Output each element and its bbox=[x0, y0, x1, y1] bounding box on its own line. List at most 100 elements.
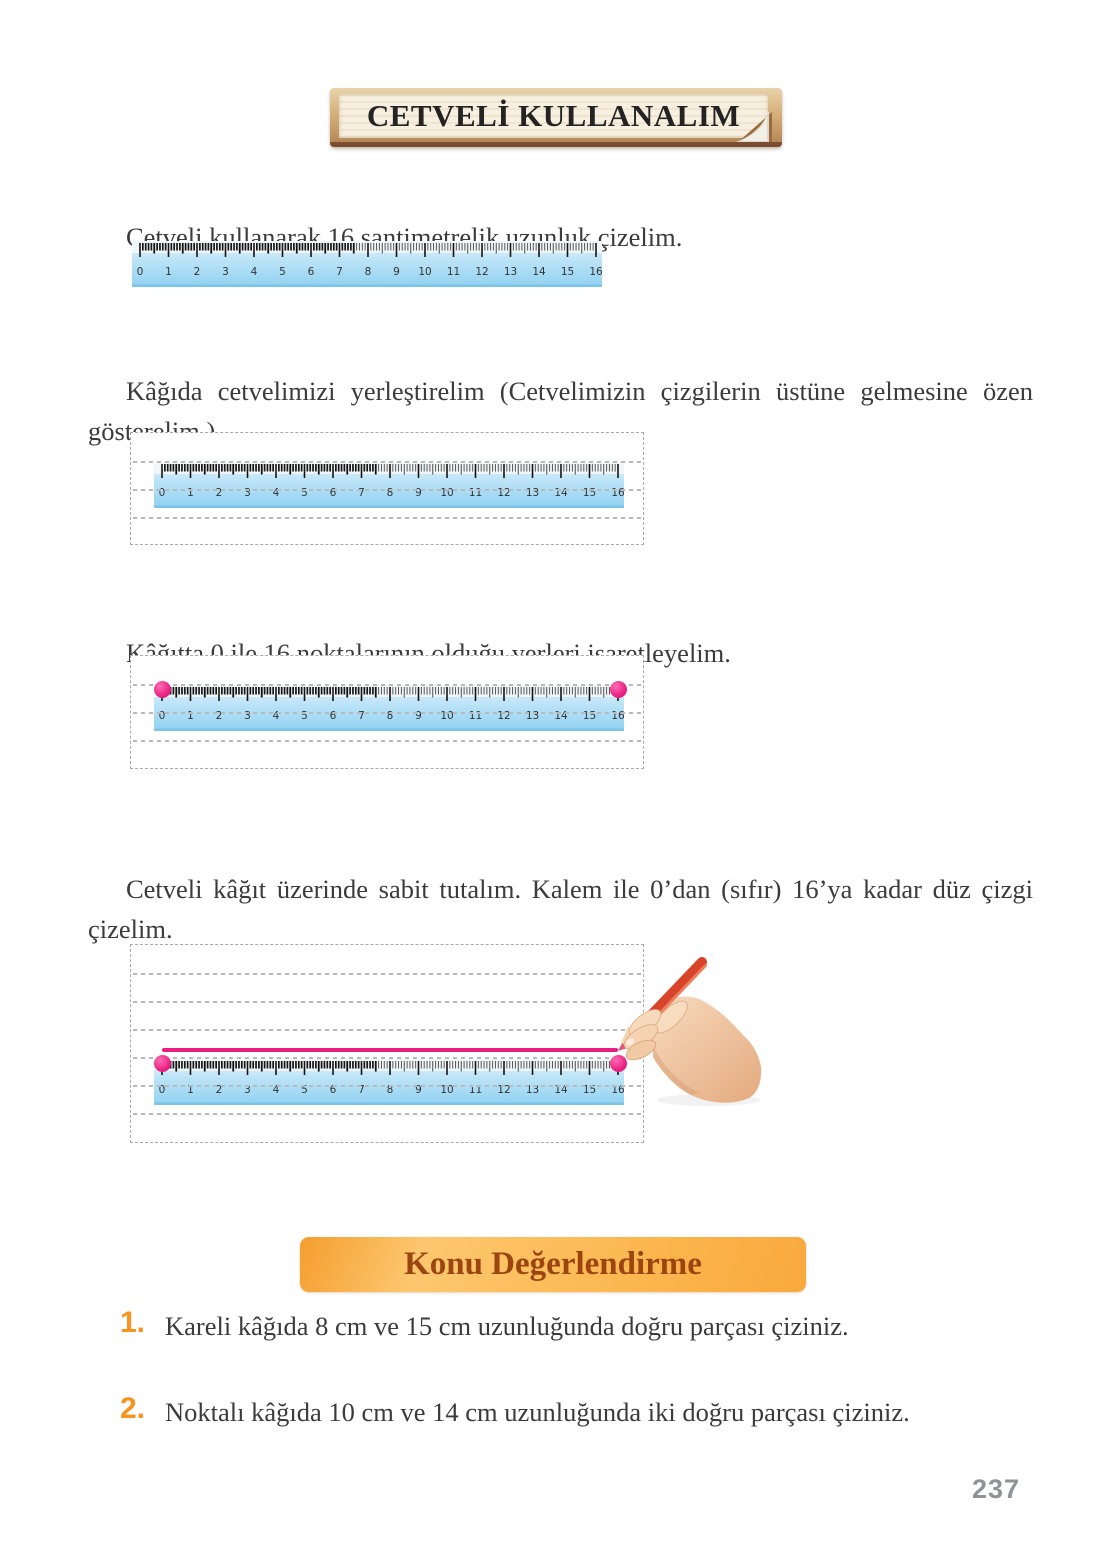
mark-dot-16 bbox=[609, 680, 627, 698]
assessment-item-2: 2. Noktalı kâğıda 10 cm ve 14 cm uzunluğ… bbox=[120, 1392, 1032, 1430]
svg-text:13: 13 bbox=[526, 1084, 539, 1096]
notebook-rule-line bbox=[133, 461, 641, 463]
svg-text:9: 9 bbox=[415, 487, 422, 499]
svg-text:4: 4 bbox=[251, 266, 258, 278]
svg-text:6: 6 bbox=[330, 487, 337, 499]
mark-dot-0 bbox=[153, 1054, 171, 1072]
title-banner-panel: CETVELİ KULLANALIM bbox=[339, 94, 768, 138]
item-text: Noktalı kâğıda 10 cm ve 14 cm uzunluğund… bbox=[165, 1397, 910, 1427]
ruler-illustration: 0 1 2 3 4 5 6 7 8 9 10 11 12 13 14 15 16 bbox=[154, 685, 625, 731]
svg-text:11: 11 bbox=[447, 266, 460, 278]
svg-text:0: 0 bbox=[159, 487, 166, 499]
notebook-rule-line bbox=[133, 489, 641, 491]
svg-text:8: 8 bbox=[387, 487, 394, 499]
svg-text:6: 6 bbox=[308, 266, 315, 278]
notebook-rule-line bbox=[133, 712, 641, 714]
notebook-box-line-drawn: 0 1 2 3 4 5 6 7 8 9 10 11 12 13 14 15 16 bbox=[130, 944, 762, 1143]
svg-text:16: 16 bbox=[611, 1084, 624, 1096]
svg-text:3: 3 bbox=[244, 487, 251, 499]
svg-text:7: 7 bbox=[358, 487, 365, 499]
svg-text:8: 8 bbox=[387, 1084, 394, 1096]
svg-text:7: 7 bbox=[358, 710, 365, 722]
svg-text:6: 6 bbox=[330, 710, 337, 722]
svg-text:0: 0 bbox=[137, 266, 144, 278]
notebook-rule-line bbox=[133, 1085, 641, 1087]
svg-text:4: 4 bbox=[273, 710, 280, 722]
svg-text:6: 6 bbox=[330, 1084, 337, 1096]
svg-text:11: 11 bbox=[469, 1084, 482, 1096]
ruler-svg: 0 1 2 3 4 5 6 7 8 9 10 11 12 13 14 15 16 bbox=[154, 462, 625, 508]
svg-text:8: 8 bbox=[387, 710, 394, 722]
svg-text:10: 10 bbox=[418, 266, 431, 278]
svg-text:15: 15 bbox=[561, 266, 574, 278]
ruler-illustration: 0 1 2 3 4 5 6 7 8 9 10 11 12 13 14 15 16 bbox=[154, 1059, 625, 1105]
svg-text:3: 3 bbox=[244, 1084, 251, 1096]
notebook-rule-line bbox=[133, 1029, 641, 1031]
svg-text:0: 0 bbox=[159, 1084, 166, 1096]
page-number: 237 bbox=[972, 1474, 1021, 1504]
assessment-item-1: 1. Kareli kâğıda 8 cm ve 15 cm uzunluğun… bbox=[120, 1306, 1032, 1344]
drawn-pink-line bbox=[162, 1047, 618, 1052]
hand-pencil-svg bbox=[618, 957, 762, 1106]
ruler-svg: 0 1 2 3 4 5 6 7 8 9 10 11 12 13 14 15 16 bbox=[132, 241, 603, 287]
svg-text:13: 13 bbox=[504, 266, 517, 278]
svg-text:9: 9 bbox=[415, 710, 422, 722]
item-text: Kareli kâğıda 8 cm ve 15 cm uzunluğunda … bbox=[165, 1311, 849, 1341]
svg-text:4: 4 bbox=[273, 487, 280, 499]
page-curl-icon bbox=[736, 110, 772, 142]
svg-text:1: 1 bbox=[187, 710, 194, 722]
svg-text:2: 2 bbox=[216, 710, 223, 722]
svg-text:3: 3 bbox=[222, 266, 229, 278]
svg-text:5: 5 bbox=[301, 710, 308, 722]
svg-text:14: 14 bbox=[554, 1084, 568, 1096]
step-2-text: Kâğıda cetvelimizi yerleştirelim (Cetvel… bbox=[88, 375, 1033, 446]
ruler-svg: 0 1 2 3 4 5 6 7 8 9 10 11 12 13 14 15 16 bbox=[154, 1059, 625, 1105]
svg-text:1: 1 bbox=[187, 487, 194, 499]
svg-text:4: 4 bbox=[273, 1084, 280, 1096]
title-banner: CETVELİ KULLANALIM bbox=[330, 88, 782, 147]
notebook-box-points-marked: 0 1 2 3 4 5 6 7 8 9 10 11 12 13 14 15 16 bbox=[130, 655, 644, 769]
svg-text:2: 2 bbox=[216, 1084, 223, 1096]
svg-text:8: 8 bbox=[365, 266, 372, 278]
svg-text:3: 3 bbox=[244, 710, 251, 722]
ruler-illustration: 0 1 2 3 4 5 6 7 8 9 10 11 12 13 14 15 16 bbox=[154, 462, 625, 508]
step-4-text: Cetveli kâğıt üzerinde sabit tutalım. Ka… bbox=[88, 873, 1033, 944]
notebook-rule-line bbox=[133, 740, 641, 742]
svg-text:1: 1 bbox=[187, 1084, 194, 1096]
svg-text:9: 9 bbox=[393, 266, 400, 278]
svg-text:0: 0 bbox=[159, 710, 166, 722]
notebook-rule-line bbox=[133, 517, 641, 519]
svg-text:14: 14 bbox=[532, 266, 546, 278]
svg-text:12: 12 bbox=[475, 266, 488, 278]
svg-text:7: 7 bbox=[336, 266, 343, 278]
notebook-rule-line bbox=[133, 1001, 641, 1003]
svg-text:1: 1 bbox=[165, 266, 172, 278]
assessment-header-banner: Konu Değerlendirme bbox=[300, 1237, 806, 1292]
ruler-illustration: 0 1 2 3 4 5 6 7 8 9 10 11 12 13 14 15 16 bbox=[132, 241, 603, 287]
svg-text:9: 9 bbox=[415, 1084, 422, 1096]
svg-text:12: 12 bbox=[497, 1084, 510, 1096]
svg-text:16: 16 bbox=[589, 266, 602, 278]
mark-dot-0 bbox=[153, 680, 171, 698]
mark-dot-16 bbox=[609, 1054, 627, 1072]
svg-text:5: 5 bbox=[279, 266, 286, 278]
item-number: 2. bbox=[120, 1392, 146, 1425]
page-title: CETVELİ KULLANALIM bbox=[366, 98, 741, 133]
svg-text:15: 15 bbox=[583, 1084, 596, 1096]
svg-text:5: 5 bbox=[301, 487, 308, 499]
hand-with-pencil-illustration bbox=[591, 945, 851, 1125]
notebook-rule-line bbox=[133, 1113, 641, 1115]
svg-text:2: 2 bbox=[194, 266, 201, 278]
notebook-rule-line bbox=[133, 973, 641, 975]
svg-text:5: 5 bbox=[301, 1084, 308, 1096]
notebook-rule-line bbox=[133, 1057, 641, 1059]
svg-text:7: 7 bbox=[358, 1084, 365, 1096]
svg-text:10: 10 bbox=[440, 1084, 453, 1096]
notebook-rule-line bbox=[133, 684, 641, 686]
assessment-header-label: Konu Değerlendirme bbox=[404, 1246, 702, 1282]
item-number: 1. bbox=[120, 1306, 146, 1339]
svg-text:2: 2 bbox=[216, 487, 223, 499]
notebook-box-ruler-placed: 0 1 2 3 4 5 6 7 8 9 10 11 12 13 14 15 16 bbox=[130, 432, 644, 545]
ruler-svg: 0 1 2 3 4 5 6 7 8 9 10 11 12 13 14 15 16 bbox=[154, 685, 625, 731]
